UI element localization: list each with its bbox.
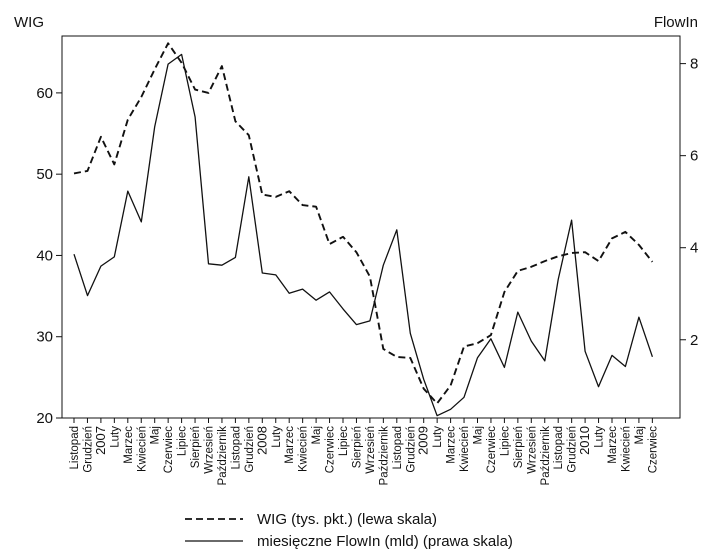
right-tick-label: 8 (690, 56, 698, 73)
x-tick-label: Listopad (230, 426, 242, 469)
left-tick-label: 20 (36, 410, 53, 427)
x-tick-label: Sierpień (351, 426, 363, 468)
legend-swatch-dashed (185, 518, 243, 520)
x-tick-label: Listopad (392, 426, 404, 469)
x-tick-label: Maj (311, 426, 323, 445)
x-tick-label: Październik (217, 426, 229, 486)
left-tick-label: 30 (36, 329, 53, 346)
right-tick-label: 4 (690, 240, 698, 257)
x-tick-label: Lipiec (177, 426, 189, 456)
legend: WIG (tys. pkt.) (lewa skala) miesięczne … (185, 508, 513, 552)
x-tick-label: 2010 (577, 426, 592, 455)
legend-item-wig: WIG (tys. pkt.) (lewa skala) (185, 508, 513, 530)
left-tick-label: 40 (36, 247, 53, 264)
legend-item-flowin: miesięczne FlowIn (mld) (prawa skala) (185, 530, 513, 552)
x-tick-label: Czerwiec (163, 426, 175, 474)
x-tick-label: Grudzień (405, 426, 417, 473)
legend-label-wig: WIG (tys. pkt.) (lewa skala) (257, 510, 438, 528)
x-tick-label: Wrzesień (526, 426, 538, 474)
x-tick-label: Grudzień (567, 426, 579, 473)
x-tick-label: Czerwiec (647, 426, 659, 474)
x-tick-label: Luty (432, 426, 444, 448)
series-line-flowin (73, 53, 654, 417)
x-tick-label: Sierpień (513, 426, 525, 468)
x-tick-label: Grudzień (82, 426, 94, 473)
x-tick-label: Kwiecień (136, 426, 148, 472)
x-tick-label: Listopad (69, 426, 81, 469)
x-tick-label: 2009 (416, 426, 431, 455)
x-tick-label: Wrzesień (365, 426, 377, 474)
x-tick-label: Grudzień (244, 426, 256, 473)
plot-frame (61, 35, 681, 419)
x-tick-label: Wrzesień (204, 426, 216, 474)
right-tick-label: 2 (690, 332, 698, 349)
x-tick-label: Luty (271, 426, 283, 448)
x-tick-label: Kwiecień (298, 426, 310, 472)
x-tick-label: 2008 (254, 426, 269, 455)
x-tick-label: Czerwiec (486, 426, 498, 474)
x-tick-label: Maj (150, 426, 162, 445)
x-tick-label: Listopad (553, 426, 565, 469)
x-tick-label: Marzec (284, 426, 296, 464)
x-tick-label: Luty (109, 426, 121, 448)
legend-swatch-solid (185, 540, 243, 542)
x-tick-label: Lipiec (499, 426, 511, 456)
x-tick-label: 2007 (93, 426, 108, 455)
x-tick-label: Październik (540, 426, 552, 486)
left-tick-label: 50 (36, 166, 53, 183)
left-axis-title: WIG (14, 14, 44, 31)
x-tick-label: Luty (594, 426, 606, 448)
x-tick-label: Kwiecień (620, 426, 632, 472)
left-tick-label: 60 (36, 85, 53, 102)
legend-label-flowin: miesięczne FlowIn (mld) (prawa skala) (257, 532, 513, 550)
right-axis-title: FlowIn (654, 14, 698, 31)
x-tick-label: Sierpień (190, 426, 202, 468)
x-tick-label: Lipiec (338, 426, 350, 456)
x-tick-label: Maj (634, 426, 646, 445)
x-tick-label: Marzec (607, 426, 619, 464)
x-tick-label: Marzec (123, 426, 135, 464)
x-tick-label: Maj (473, 426, 485, 445)
x-tick-label: Marzec (446, 426, 458, 464)
x-tick-label: Październik (378, 426, 390, 486)
right-tick-label: 6 (690, 148, 698, 165)
x-tick-label: Kwiecień (459, 426, 471, 472)
series-line-wig (73, 42, 654, 405)
x-tick-label: Czerwiec (325, 426, 337, 474)
